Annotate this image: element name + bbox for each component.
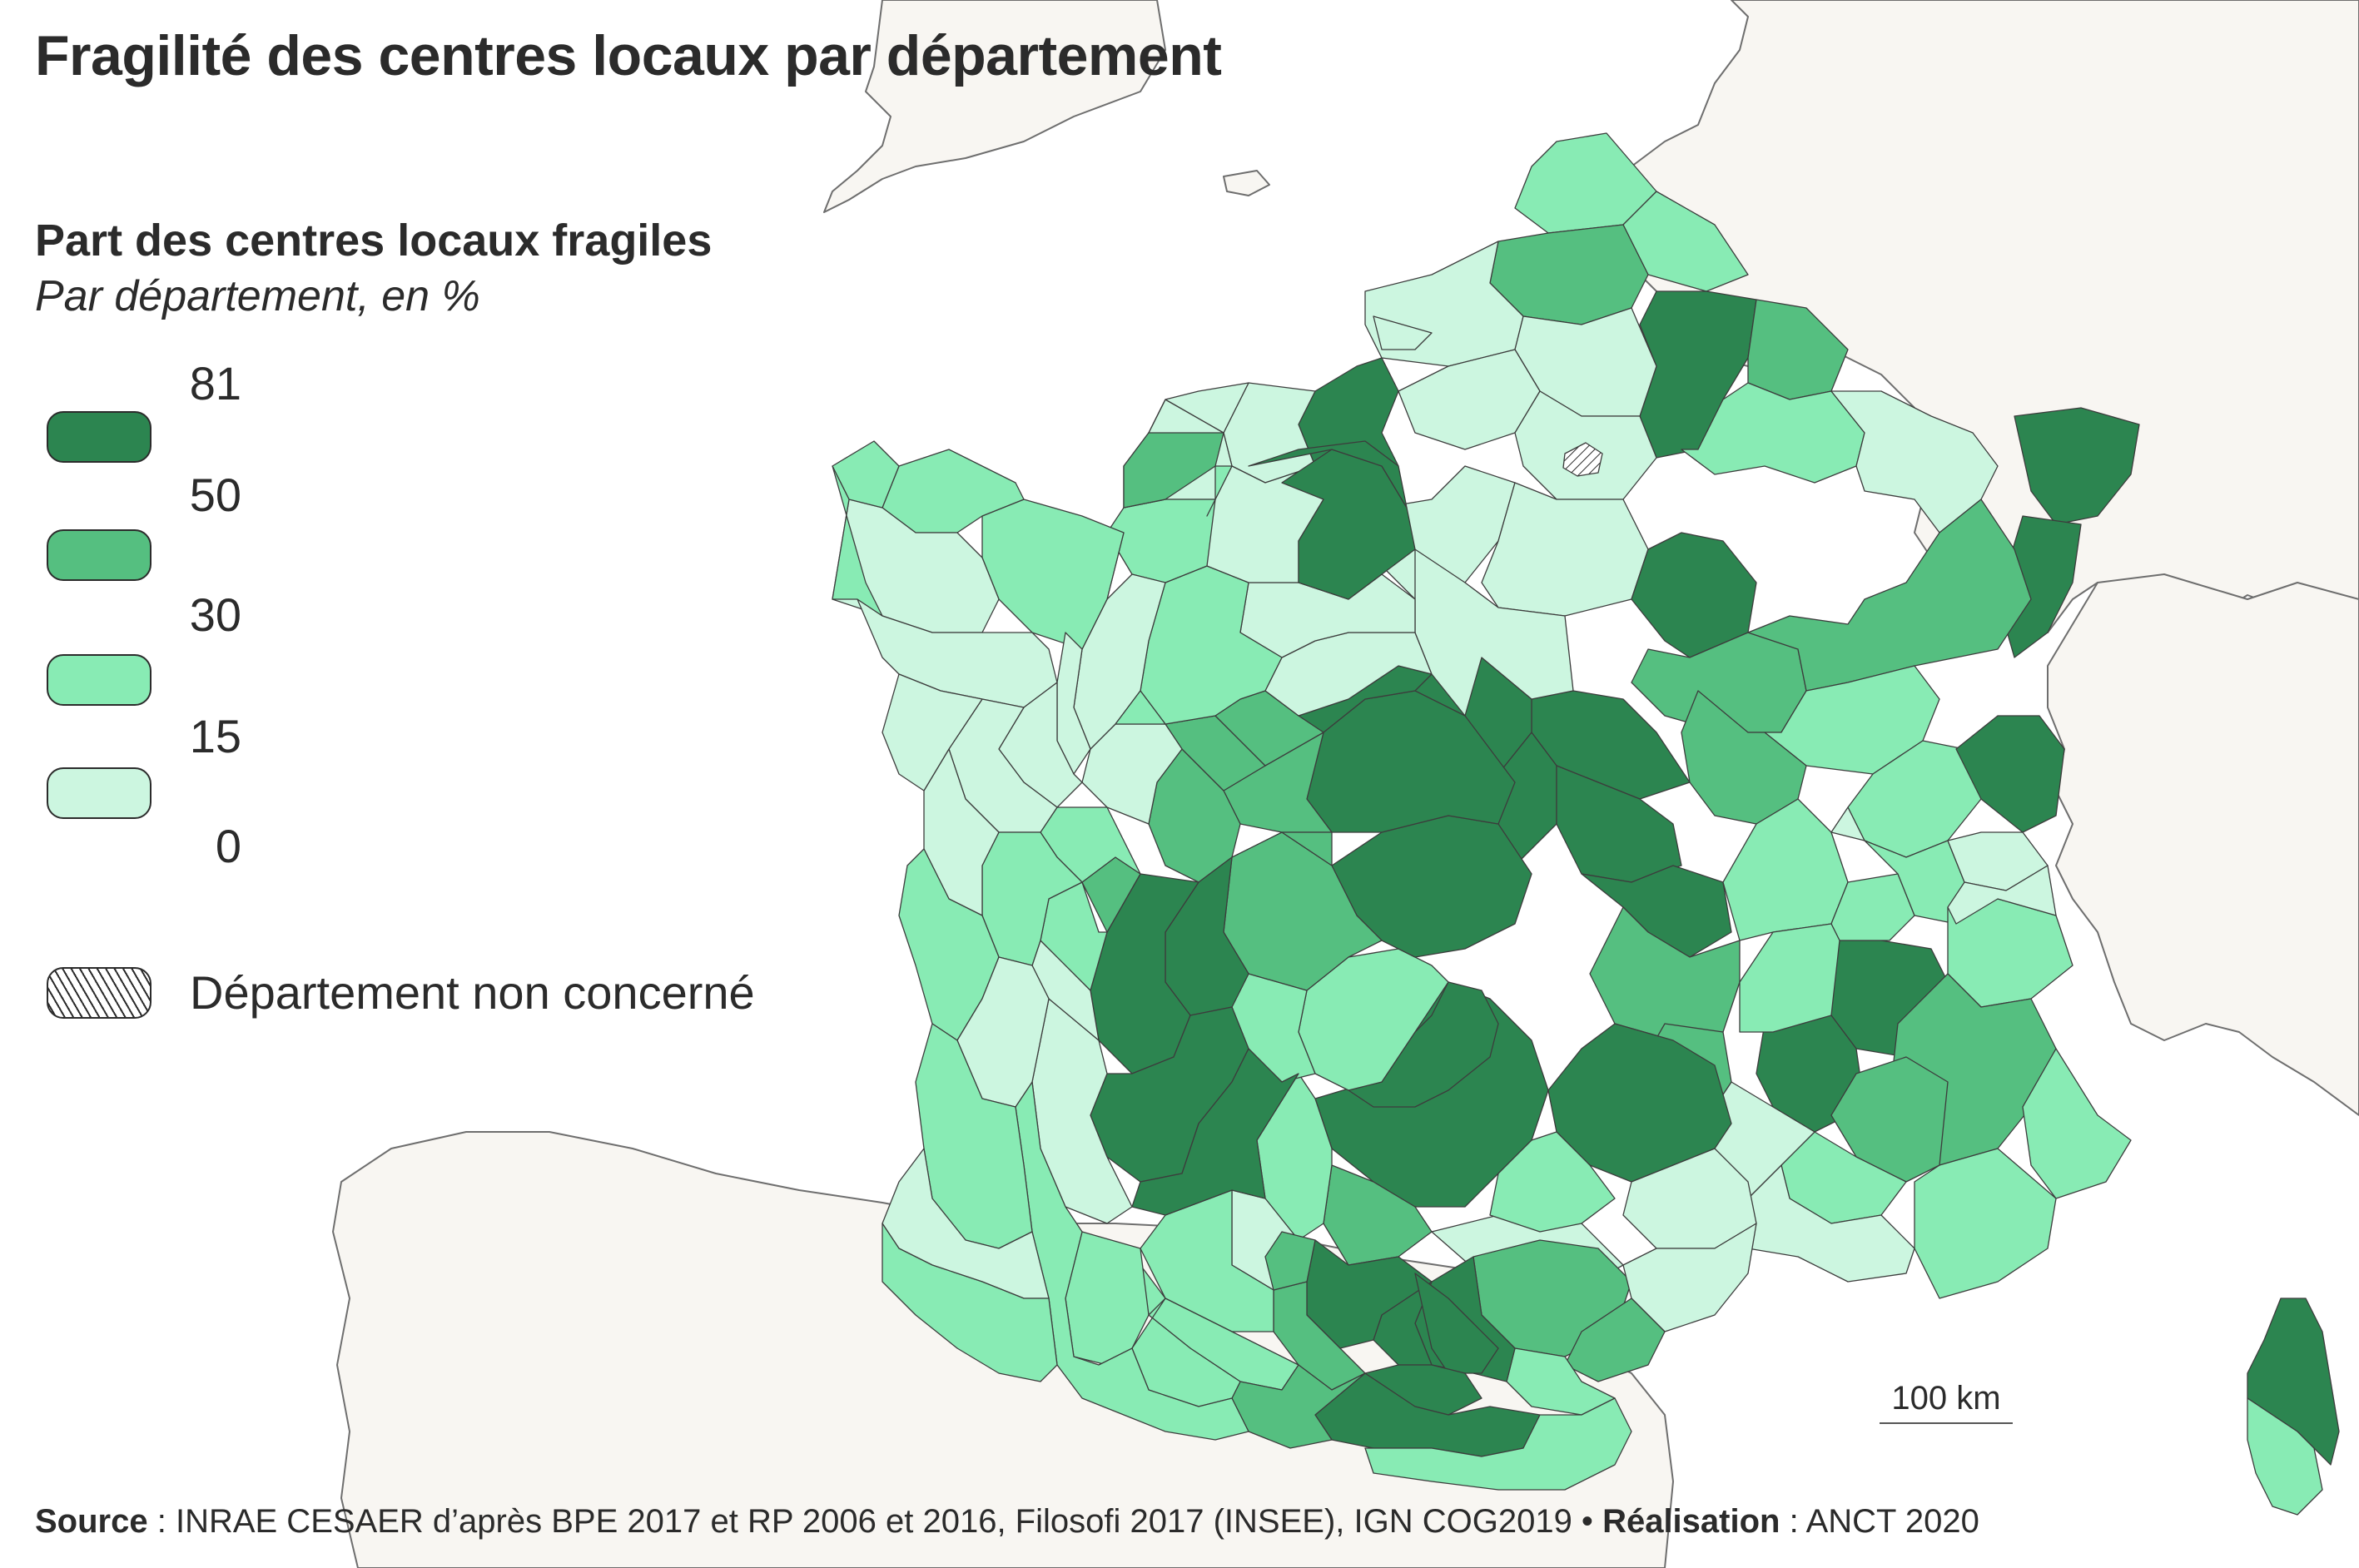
source-label: Source [35,1503,148,1540]
department-region [1947,865,2057,925]
department-region [1589,906,1741,1041]
legend-break-0: 0 [215,820,241,872]
department-region [1206,465,1233,517]
department-region [832,465,883,617]
department-region [882,1223,1058,1382]
department-region [2014,407,2140,525]
hatch-pattern-icon [47,967,151,1019]
department-region [1398,349,1541,450]
department-region [1414,548,1574,717]
department-region [2022,1048,2132,1199]
department-region [1489,1131,1616,1233]
department-region [1556,765,1682,883]
department-region [1914,1148,2057,1299]
department-region [1764,665,1940,775]
department-region [1248,440,1408,509]
legend-break-50: 50 [189,469,241,521]
legend-swatch-15-30 [47,654,151,706]
legend-swatch-30-50 [47,529,151,581]
isle-of-wight [1223,170,1270,196]
department-region [1123,432,1224,509]
department-region [1364,1397,1632,1491]
department-region [1140,1189,1274,1332]
department-region [882,673,983,791]
scale-bar: 100 km [1880,1380,2013,1424]
department-region [1323,1164,1433,1266]
credit-label: Réalisation [1602,1503,1780,1540]
department-region [1414,1273,1499,1374]
department-region [1373,315,1433,350]
department-region [1739,923,1840,1033]
department-region [1830,1056,1949,1183]
department-region [1231,1364,1366,1449]
paris-department-hatched [1562,442,1603,477]
source-note: Source : INRAE CESAER d’après BPE 2017 e… [35,1503,1979,1541]
legend-break-15: 15 [189,710,241,762]
france-departments [832,132,2340,1516]
legend-title: Part des centres locaux fragiles [35,216,713,265]
department-region [1131,1048,1299,1216]
department-region [1955,715,2065,833]
italy-switzerland-landmass [2047,573,2359,1116]
source-text: : INRAE CESAER d’après BPE 2017 et RP 20… [147,1503,1603,1540]
legend-subtitle: Par département, en % [35,272,480,320]
legend-swatch-50-81 [47,411,151,463]
corsica-department [2247,1397,2323,1516]
department-region [832,440,900,509]
department-region [1115,690,1166,725]
legend-break-81: 81 [189,357,241,409]
credit-text: : ANCT 2020 [1780,1503,1979,1540]
map-title: Fragilité des centres locaux par départe… [35,24,1222,87]
legend-break-30: 30 [189,588,241,641]
department-region [1830,806,1865,841]
department-region [1264,1231,1316,1291]
department-region [1148,382,1249,434]
department-region [1281,831,1333,866]
legend-swatch-0-15 [47,767,151,819]
hatch-legend-label: Département non concerné [190,966,755,1019]
department-region [1081,723,1183,825]
uk-landmass [823,0,1166,213]
